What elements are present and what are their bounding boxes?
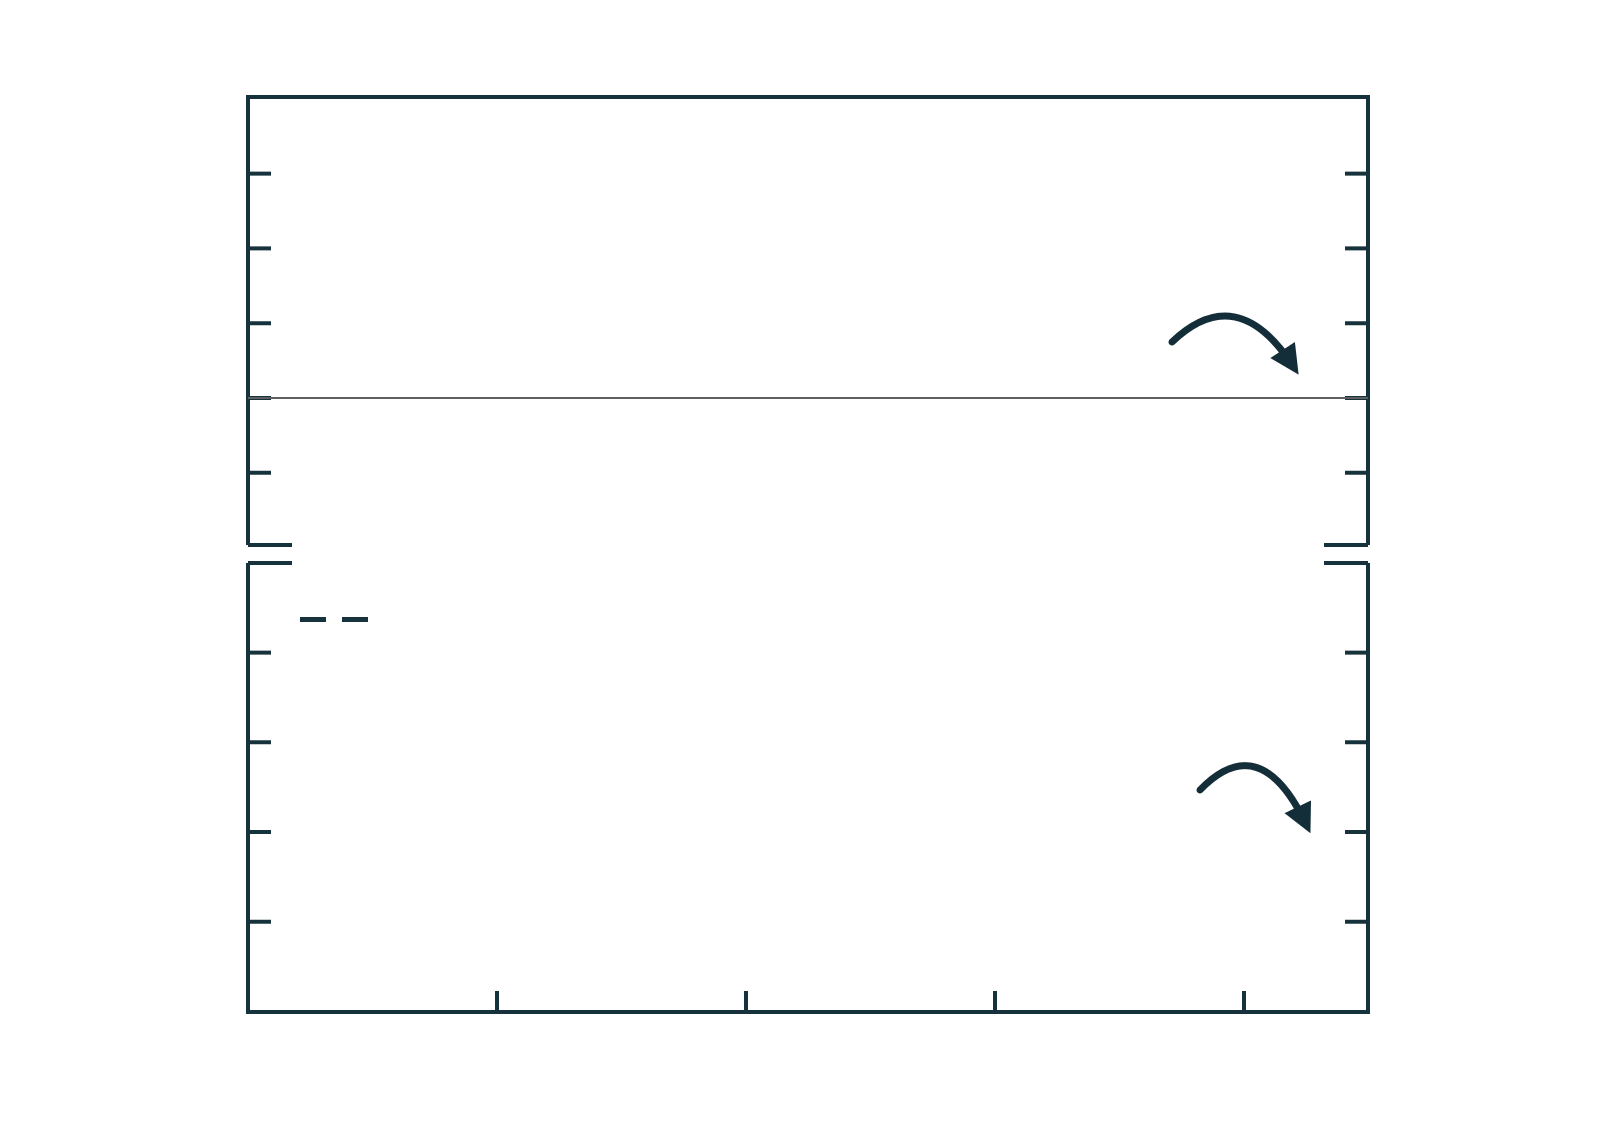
non-manufacturing-line-swatch-icon <box>300 617 374 622</box>
bottom-panel-frame <box>246 563 1370 1014</box>
down-arrow-bottom-panel-icon <box>1196 762 1311 834</box>
top-panel-frame <box>246 95 1370 545</box>
x-axis-ticks <box>495 991 1246 1012</box>
down-arrow-top-panel-icon <box>1168 312 1299 375</box>
manufacturing-line-swatch-icon <box>300 589 372 594</box>
bottom-panel-yticks <box>248 650 1368 924</box>
